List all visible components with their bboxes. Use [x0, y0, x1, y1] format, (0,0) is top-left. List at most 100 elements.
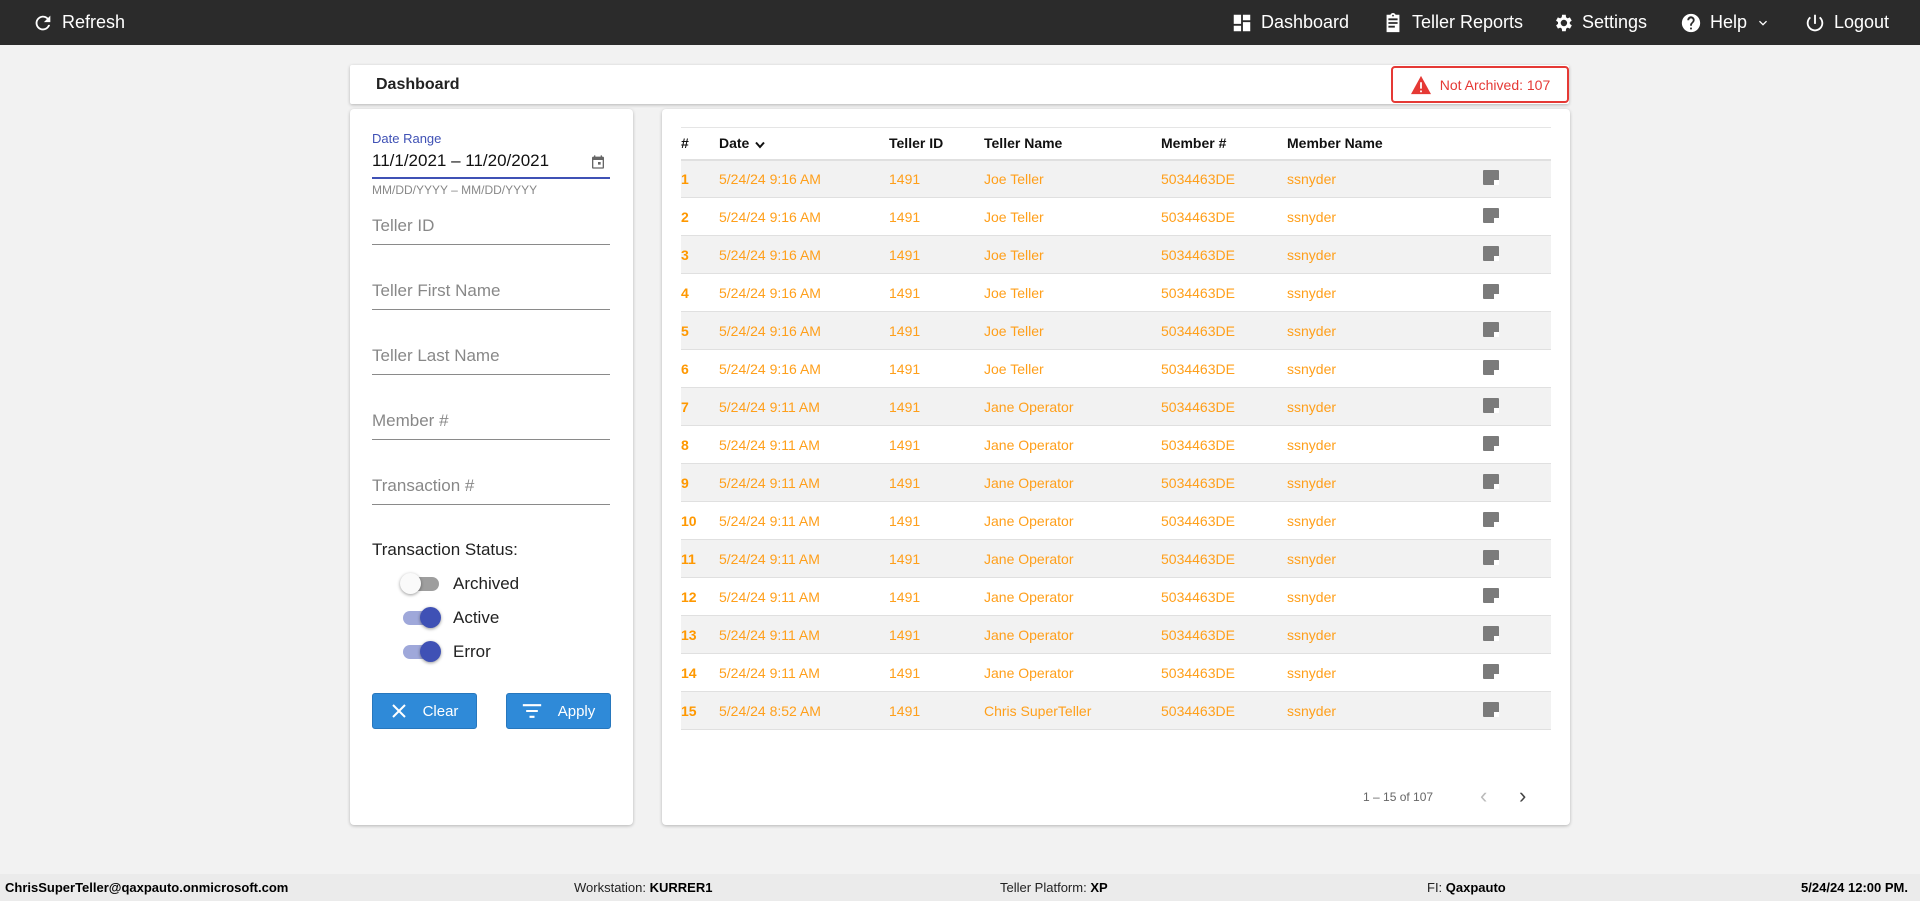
table-row[interactable]: 11 5/24/24 9:11 AM 1491 Jane Operator 503446… — [681, 539, 1551, 578]
row-teller-id: 1491 — [889, 512, 921, 529]
table-row[interactable]: 3 5/24/24 9:16 AM 1491 Joe Teller 5034463DE s… — [681, 235, 1551, 274]
clear-button[interactable]: Clear — [372, 693, 477, 729]
table-row[interactable]: 8 5/24/24 9:11 AM 1491 Jane Operator 5034463… — [681, 426, 1551, 464]
table-row[interactable]: 15 5/24/24 8:52 AM 1491 Chris SuperTeller 50… — [681, 691, 1551, 730]
platform-label: Teller Platform: — [1000, 880, 1091, 895]
row-member-number: 5034463DE — [1161, 322, 1235, 339]
row-member-name: ssnyder — [1287, 512, 1337, 529]
row-teller-id: 1491 — [889, 208, 921, 225]
note-icon[interactable] — [1483, 359, 1499, 375]
note-icon[interactable] — [1483, 587, 1499, 603]
note-icon[interactable] — [1483, 169, 1499, 185]
row-number: 3 — [681, 246, 689, 263]
row-number: 9 — [681, 474, 689, 491]
row-teller-name: Joe Teller — [984, 246, 1044, 263]
row-teller-id: 1491 — [889, 550, 921, 567]
transaction-status-label: Transaction Status: — [372, 540, 518, 559]
col-date-label: Date — [719, 135, 750, 152]
note-icon[interactable] — [1483, 473, 1499, 489]
next-page-button[interactable]: › — [1519, 783, 1527, 808]
calendar-icon[interactable] — [590, 154, 606, 170]
note-icon[interactable] — [1483, 207, 1499, 223]
note-icon[interactable] — [1483, 397, 1499, 413]
teller-first-name-input[interactable]: Teller First Name — [372, 281, 610, 310]
active-switch[interactable] — [403, 607, 441, 628]
top-nav-bar: Refresh Dashboard Teller Reports Setting… — [0, 0, 1920, 45]
row-member-name: ssnyder — [1287, 626, 1337, 643]
not-archived-badge[interactable]: Not Archived: 107 — [1391, 66, 1569, 103]
table-row[interactable]: 4 5/24/24 9:16 AM 1491 Joe Teller 5034463DE s… — [681, 274, 1551, 312]
toggle-label: Error — [453, 642, 491, 661]
col-teller-name[interactable]: Teller Name — [984, 135, 1063, 152]
teller-reports-label: Teller Reports — [1412, 12, 1524, 32]
row-date: 5/24/24 9:16 AM — [719, 360, 821, 377]
nav-teller-reports[interactable]: Teller Reports — [1382, 0, 1523, 45]
row-teller-id: 1491 — [889, 626, 921, 643]
settings-label: Settings — [1582, 12, 1648, 32]
col-number[interactable]: # — [681, 135, 689, 152]
row-member-name: ssnyder — [1287, 550, 1337, 567]
prev-page-button[interactable]: ‹ — [1480, 783, 1488, 808]
refresh-button[interactable]: Refresh — [32, 0, 125, 45]
row-member-number: 5034463DE — [1161, 626, 1235, 643]
toggle-archived[interactable]: Archived — [400, 573, 519, 594]
nav-help[interactable]: Help — [1680, 0, 1771, 45]
archived-switch[interactable] — [400, 573, 439, 594]
not-archived-count: Not Archived: 107 — [1439, 76, 1551, 93]
date-range-hint: MM/DD/YYYY – MM/DD/YYYY — [372, 183, 538, 197]
nav-logout[interactable]: Logout — [1804, 0, 1889, 45]
note-icon[interactable] — [1483, 245, 1499, 261]
note-icon[interactable] — [1483, 549, 1499, 565]
table-row[interactable]: 13 5/24/24 9:11 AM 1491 Jane Operator 503446… — [681, 615, 1551, 654]
apply-button[interactable]: Apply — [506, 693, 611, 729]
row-teller-id: 1491 — [889, 284, 921, 301]
toggle-active[interactable]: Active — [403, 607, 499, 628]
note-icon[interactable] — [1483, 321, 1499, 337]
row-member-number: 5034463DE — [1161, 208, 1235, 225]
row-number: 6 — [681, 360, 689, 377]
col-teller-id[interactable]: Teller ID — [889, 135, 944, 152]
member-number-input[interactable]: Member # — [372, 411, 610, 440]
col-member-name[interactable]: Member Name — [1287, 135, 1383, 152]
row-teller-name: Jane Operator — [984, 626, 1074, 643]
row-actions — [1483, 464, 1551, 502]
table-row[interactable]: 9 5/24/24 9:11 AM 1491 Jane Operator 5034463… — [681, 463, 1551, 502]
row-member-name: ssnyder — [1287, 398, 1337, 415]
table-row[interactable]: 6 5/24/24 9:16 AM 1491 Joe Teller 5034463DE s… — [681, 350, 1551, 388]
nav-settings[interactable]: Settings — [1552, 0, 1647, 45]
row-member-number: 5034463DE — [1161, 474, 1235, 491]
date-range-input[interactable]: 11/1/2021 – 11/20/2021 — [372, 151, 610, 179]
col-member-number[interactable]: Member # — [1161, 135, 1227, 152]
row-date: 5/24/24 9:16 AM — [719, 322, 821, 339]
teller-last-name-input[interactable]: Teller Last Name — [372, 346, 610, 375]
note-icon[interactable] — [1483, 283, 1499, 299]
nav-dashboard[interactable]: Dashboard — [1231, 0, 1349, 45]
note-icon[interactable] — [1483, 663, 1499, 679]
table-row[interactable]: 1 5/24/24 9:16 AM 1491 Joe Teller 5034463DE s… — [681, 159, 1551, 198]
table-row[interactable]: 12 5/24/24 9:11 AM 1491 Jane Operator 503446… — [681, 578, 1551, 616]
note-icon[interactable] — [1483, 701, 1499, 717]
transaction-number-input[interactable]: Transaction # — [372, 476, 610, 505]
note-icon[interactable] — [1483, 511, 1499, 527]
row-actions — [1483, 502, 1551, 540]
note-icon[interactable] — [1483, 435, 1499, 451]
table-row[interactable]: 7 5/24/24 9:11 AM 1491 Jane Operator 5034463… — [681, 387, 1551, 426]
row-member-number: 5034463DE — [1161, 550, 1235, 567]
transactions-panel: # Date Teller ID Teller Name Member # Me… — [662, 109, 1570, 825]
note-icon[interactable] — [1483, 625, 1499, 641]
table-row[interactable]: 2 5/24/24 9:16 AM 1491 Joe Teller 5034463DE s… — [681, 198, 1551, 236]
table-row[interactable]: 14 5/24/24 9:11 AM 1491 Jane Operator 503446… — [681, 654, 1551, 692]
row-member-name: ssnyder — [1287, 284, 1337, 301]
footer-fi: FI: Qaxpauto — [1427, 880, 1506, 895]
row-member-name: ssnyder — [1287, 360, 1337, 377]
col-date[interactable]: Date — [719, 128, 889, 160]
teller-id-input[interactable]: Teller ID — [372, 216, 610, 245]
error-switch[interactable] — [403, 641, 441, 662]
row-member-number: 5034463DE — [1161, 246, 1235, 263]
toggle-error[interactable]: Error — [403, 641, 491, 662]
row-actions — [1483, 616, 1551, 654]
table-row[interactable]: 10 5/24/24 9:11 AM 1491 Jane Operator 503446… — [681, 502, 1551, 540]
table-row[interactable]: 5 5/24/24 9:16 AM 1491 Joe Teller 5034463DE s… — [681, 311, 1551, 350]
fi-value: Qaxpauto — [1445, 880, 1506, 895]
row-member-name: ssnyder — [1287, 322, 1337, 339]
